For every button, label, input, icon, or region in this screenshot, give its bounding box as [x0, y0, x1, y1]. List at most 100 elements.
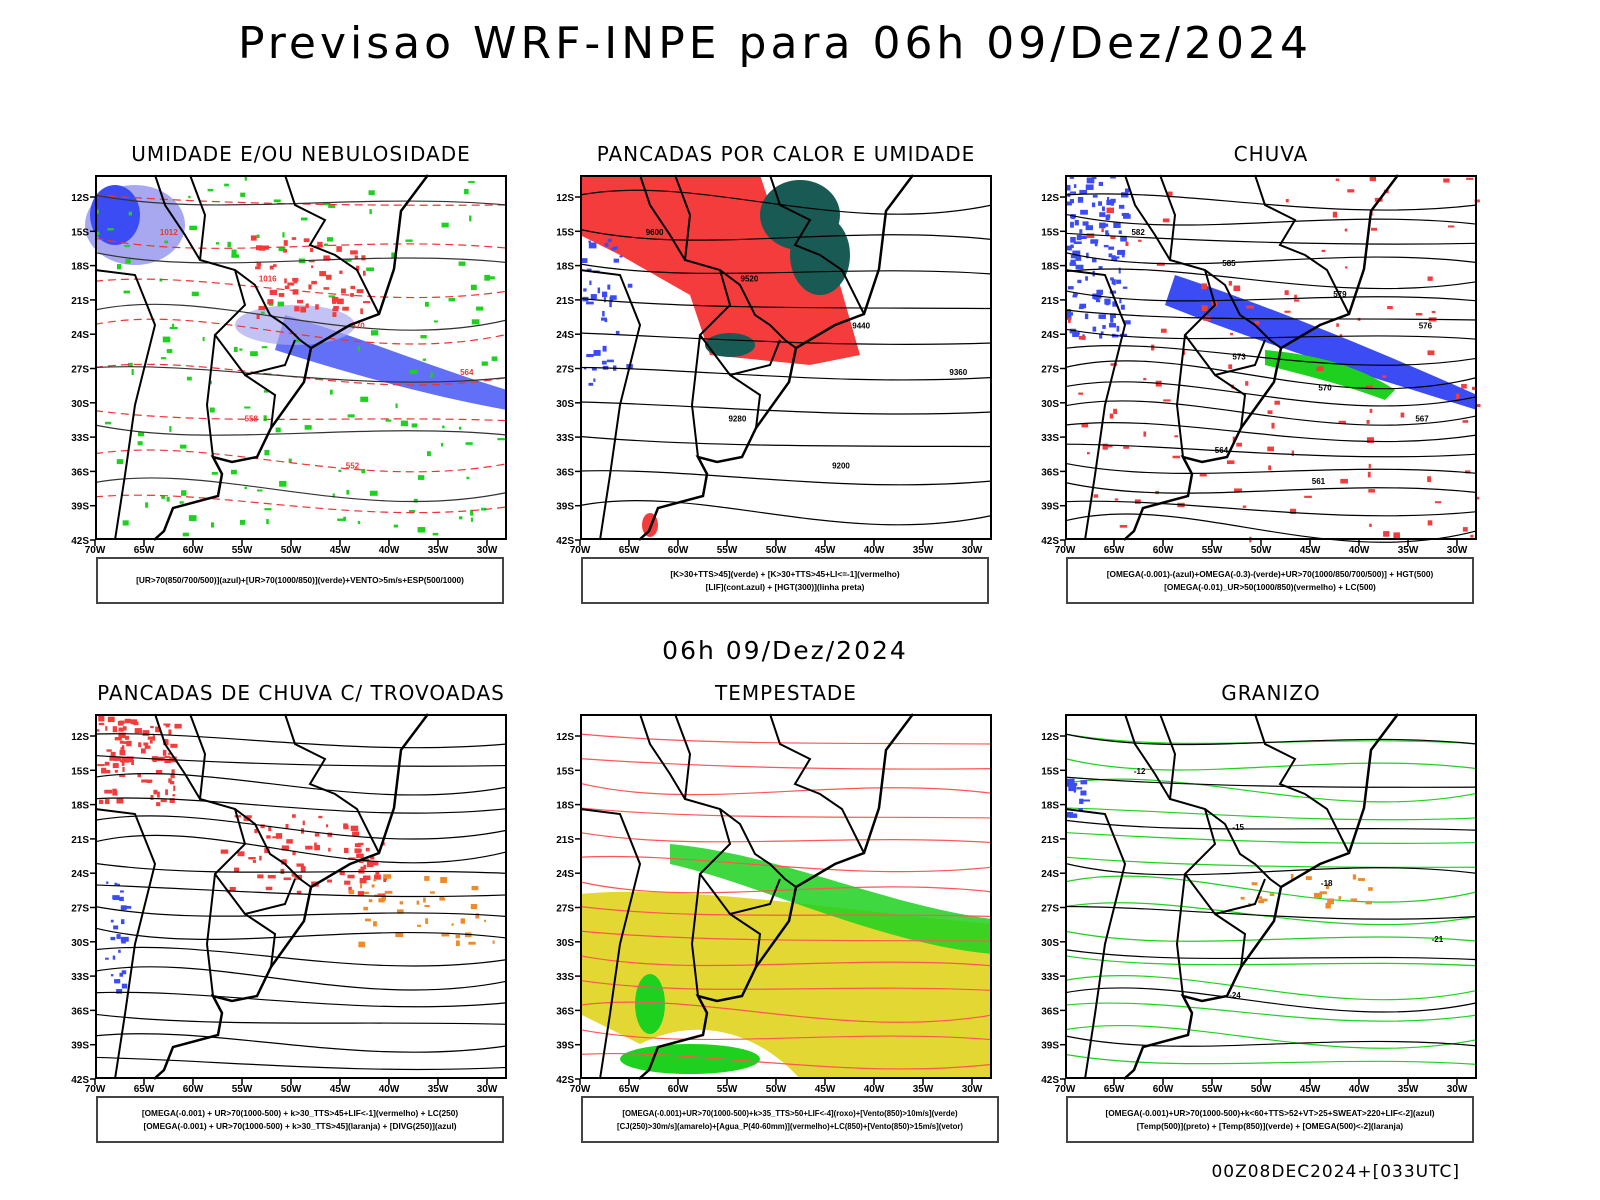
lif-contour [613, 258, 619, 263]
lon-label: 30W [962, 1084, 983, 1095]
humidity-low-level [345, 258, 352, 262]
country-border [1175, 334, 1186, 458]
hail-area [1066, 778, 1075, 784]
divergence-area [120, 905, 127, 911]
precip-area [1470, 534, 1474, 538]
streamline [1064, 360, 1478, 390]
humidity-low-level [96, 209, 99, 214]
streamline [579, 855, 993, 873]
omega-area [1065, 201, 1072, 206]
country-border [698, 269, 781, 377]
lat-label: 24S [556, 330, 574, 341]
humidity-low-level [188, 195, 191, 199]
legend-box: [OMEGA(-0.001) + UR>70(1000-500) + k>30_… [96, 1096, 504, 1143]
streamline [1064, 232, 1478, 245]
thunderstorm-area [169, 781, 175, 785]
streamline [1064, 481, 1478, 494]
thunderstorm-area [114, 769, 118, 773]
omega-area [1092, 194, 1098, 198]
precip-area [1332, 211, 1338, 218]
precip-area [1382, 375, 1387, 378]
contour-dash [340, 288, 346, 294]
contour-dash [331, 296, 339, 303]
humidity-low-level [179, 501, 184, 504]
thunderstorm-area [112, 788, 117, 795]
streamline [1064, 987, 1478, 1013]
contour-label: 582 [1131, 228, 1145, 237]
humidity-low-level [370, 330, 379, 336]
omega-area [1073, 241, 1082, 245]
omega-area [1113, 279, 1116, 286]
lat-label: 36S [71, 467, 89, 478]
contour-dash [350, 285, 356, 290]
thunderstorm-weak [384, 890, 393, 894]
divergence-area [124, 905, 132, 909]
contour-label: 552 [346, 461, 360, 470]
humidity-low-level [244, 175, 247, 181]
thunderstorm-area [163, 738, 168, 745]
humidity-low-level [430, 372, 433, 378]
thunderstorm-area [359, 877, 367, 884]
omega-area [1077, 196, 1084, 203]
streamline [579, 733, 993, 745]
precip-area [1246, 305, 1254, 309]
humidity-low-level [116, 459, 124, 465]
contour-dash [361, 255, 366, 261]
thunderstorm-area [155, 769, 163, 775]
humidity-low-level [227, 241, 231, 248]
streamline [94, 303, 508, 331]
lon-label: 35W [913, 1084, 934, 1095]
thunderstorm-area [120, 760, 127, 763]
omega-area [1065, 313, 1072, 320]
thunderstorm-weak [429, 891, 435, 894]
thunderstorm-area [328, 847, 331, 852]
omega-area [1074, 219, 1079, 226]
contour-dash [326, 257, 331, 260]
humidity-low-level [171, 323, 175, 328]
omega-area [1116, 279, 1122, 284]
lif-contour [590, 294, 597, 299]
contour-label: 561 [1312, 477, 1326, 486]
thunderstorm-area [296, 863, 304, 867]
lat-label: 21S [1041, 296, 1059, 307]
lat-label: 27S [556, 904, 574, 915]
thunderstorm-area [155, 726, 161, 733]
streamline [579, 228, 993, 241]
thunderstorm-weak [371, 884, 375, 888]
precip-area [1474, 496, 1480, 500]
humidity-low-level [210, 522, 215, 528]
thunderstorm-area [142, 730, 150, 736]
lon-label: 45W [1300, 545, 1321, 556]
humidity-low-level [434, 320, 438, 323]
omega-area [1107, 197, 1110, 202]
thunderstorm-area [140, 748, 146, 754]
contour-dash [356, 265, 360, 271]
lat-label: 27S [71, 365, 89, 376]
thunderstorm-area [107, 716, 115, 723]
humidity-low-level [343, 516, 347, 521]
country-border [1183, 269, 1266, 377]
omega-area [1095, 299, 1101, 303]
lon-label: 45W [1300, 1084, 1321, 1095]
omega-area [1069, 199, 1074, 204]
field-layer: 1012 1016 570 564 558 552 [85, 175, 508, 537]
precip-area [1134, 499, 1141, 504]
humidity-low-level [448, 297, 456, 302]
lif-contour [593, 378, 596, 382]
humidity-low-level [211, 471, 218, 475]
omega-area [1338, 896, 1342, 900]
streamline [579, 189, 993, 215]
omega-area [1098, 181, 1104, 187]
contour-label: -21 [1432, 935, 1444, 944]
streamline [94, 966, 508, 991]
lat-label: 30S [556, 399, 574, 410]
omega-area [1077, 279, 1082, 284]
hail-area [1078, 808, 1083, 812]
lat-label: 36S [1041, 1006, 1059, 1017]
humidity-low-level [441, 222, 449, 228]
thunderstorm-area [141, 779, 148, 783]
humidity-low-level [366, 267, 374, 272]
thunderstorm-area [291, 871, 295, 877]
thunderstorm-area [356, 853, 364, 859]
lon-label: 50W [766, 1084, 787, 1095]
